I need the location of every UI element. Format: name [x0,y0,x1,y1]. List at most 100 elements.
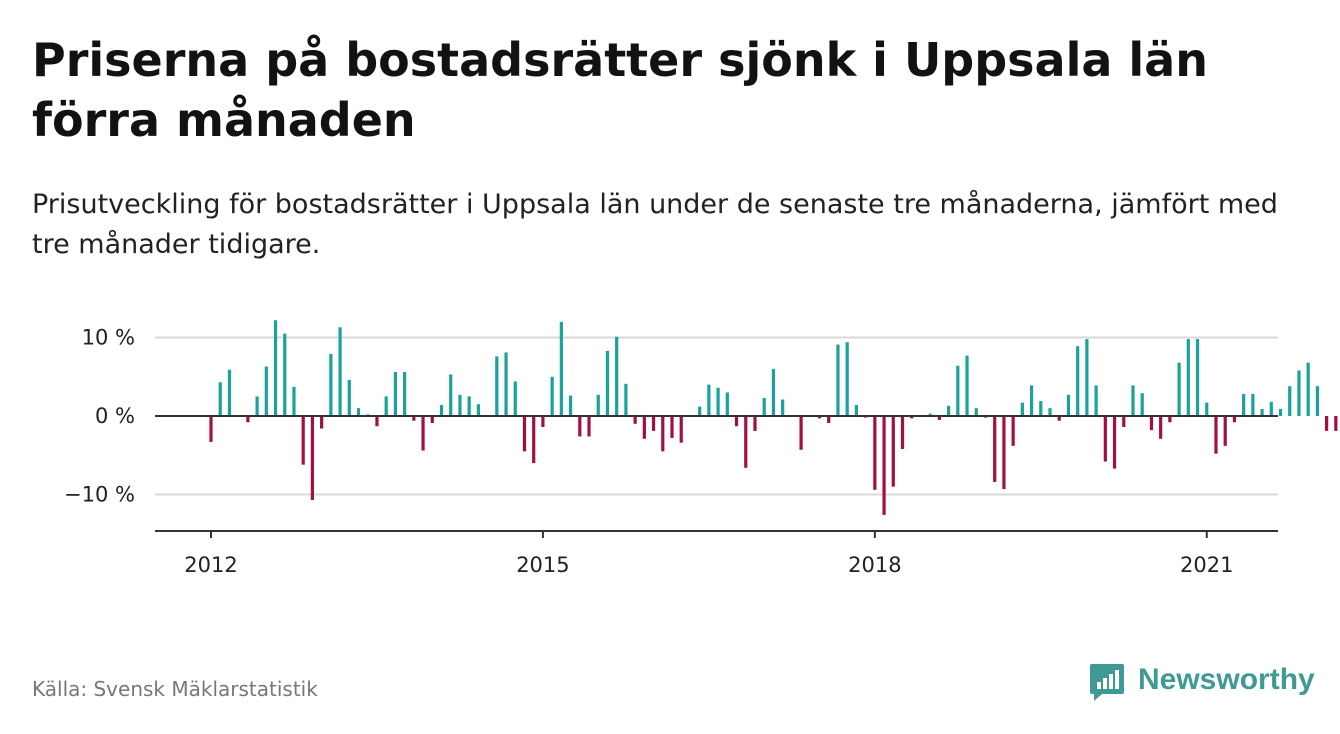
bar [476,404,480,416]
bar [1315,386,1319,416]
bar [1223,416,1227,446]
bar [1288,386,1292,416]
bar [965,355,969,416]
brand-name: Newsworthy [1138,663,1315,696]
bar [587,416,591,437]
y-tick-label: −10 % [64,483,135,507]
bar [522,416,527,452]
bar [661,416,665,452]
bar [762,397,766,416]
bar [467,396,471,416]
bar [670,416,674,438]
bar [568,395,573,416]
bar [1297,370,1301,416]
bar [716,387,720,416]
bar [541,416,545,427]
bar [218,382,222,416]
bar [1168,416,1172,423]
newsworthy-logo-icon [1090,664,1124,701]
bar [412,416,416,421]
bar [873,416,877,490]
source-note: Källa: Svensk Mäklarstatistik [32,677,318,701]
bar [734,416,739,427]
bar [1325,416,1329,431]
bar [310,416,315,500]
bar [605,350,610,416]
bar [1140,393,1144,416]
bar [1039,401,1043,416]
bar [439,405,444,416]
bar [1066,394,1071,416]
bar [937,416,941,420]
bar [1334,416,1338,431]
bar [495,356,499,416]
bar [900,416,905,449]
bar [993,416,997,482]
bar [827,416,831,424]
bar [513,381,517,416]
bar [1232,416,1237,423]
bar [1085,339,1089,416]
bar [1076,346,1080,416]
bar [264,366,268,416]
bar [301,416,305,465]
bar-chart: 10 %0 %−10 %20122015201820212023−5 % [64,320,1338,577]
x-tick-label: 2015 [516,553,569,577]
bar [707,384,711,416]
bar [1011,416,1015,446]
bar [624,383,628,416]
chart-title: Priserna på bostadsrätter sjönk i Uppsal… [32,33,1208,147]
bar [329,353,333,416]
bar [817,416,822,419]
bar [227,369,232,416]
bar [615,336,619,416]
bar [1186,339,1190,416]
bar [854,405,858,416]
bar [744,416,748,468]
bar [1214,416,1218,454]
chart-subtitle: Prisutveckling för bostadsrätter i Uppsa… [32,189,1278,260]
bar [430,416,434,424]
bar [698,406,702,416]
bar [836,344,840,416]
bar [292,386,296,416]
bar [1094,385,1098,416]
bar [633,416,637,424]
bar [1159,416,1163,439]
bar [1177,362,1181,416]
bar [1278,408,1283,416]
bar [799,416,803,450]
bar [559,321,563,416]
bar [974,408,978,416]
y-tick-label: 0 % [95,404,135,428]
bar [338,327,342,416]
bar [1131,385,1135,416]
x-tick-label: 2018 [848,553,901,577]
bar [283,333,287,416]
bar [403,372,407,416]
bar [375,416,379,427]
bar [753,416,757,431]
bar [273,320,278,416]
bar [1195,339,1200,416]
bar [356,408,361,416]
bar [771,368,776,416]
bar [882,416,886,515]
bar [458,394,462,416]
bar [910,416,914,419]
y-tick-label: 10 % [82,326,135,350]
bar [504,352,508,416]
bar [1242,394,1246,416]
bar [246,416,250,423]
bar [845,342,849,416]
bar [1103,416,1107,462]
bar [725,392,729,416]
bar [1112,416,1117,469]
bar [1029,385,1034,416]
bar [421,416,425,451]
bar [384,396,388,416]
bar [1057,416,1061,421]
bar [947,405,951,416]
bar [255,396,259,416]
bar [1002,416,1006,490]
